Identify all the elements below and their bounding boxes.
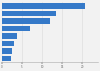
Bar [2,26,30,31]
Bar [2,56,11,61]
Bar [2,33,17,39]
Bar [2,11,56,16]
Bar [2,3,85,9]
Bar [2,41,14,46]
Bar [2,18,50,24]
Bar [2,48,12,54]
